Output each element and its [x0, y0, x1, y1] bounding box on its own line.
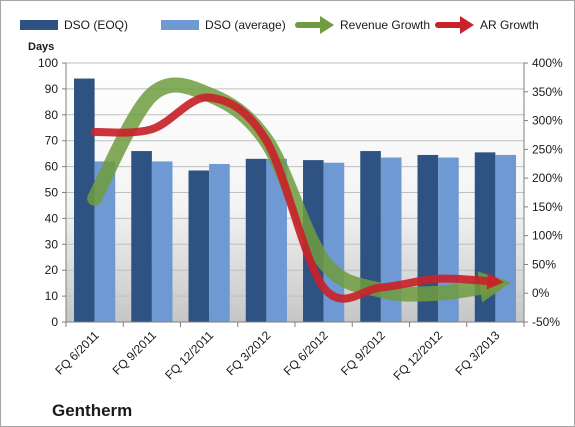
- y-tick-label: 60: [45, 160, 59, 174]
- y-tick-label: 90: [45, 82, 59, 96]
- y-tick-label: 40: [45, 211, 59, 225]
- y-axis-title: Days: [28, 41, 54, 53]
- y2-tick-label: 100%: [532, 229, 563, 243]
- legend-swatch-dso-average: [161, 20, 199, 30]
- bar-dso-average: [209, 164, 230, 322]
- y-tick-label: 80: [45, 108, 59, 122]
- legend-label-revenue-growth: Revenue Growth: [340, 18, 430, 32]
- bar-dso-average: [380, 157, 402, 322]
- bar-dso-average: [495, 154, 516, 322]
- legend-swatch-arrow-ar-growth: [460, 16, 474, 34]
- y-tick-label: 50: [45, 186, 59, 200]
- bar-dso-eoq: [74, 78, 95, 322]
- y-tick-label: 30: [45, 237, 59, 251]
- line-ar-growth: [90, 93, 504, 303]
- y2-tick-label: 0%: [532, 286, 550, 300]
- y-tick-label: 70: [45, 134, 59, 148]
- y-axis-left-ticks: 0 10 20 30 40 50 60 70 80 90 100: [38, 56, 66, 329]
- y2-tick-label: 400%: [532, 56, 563, 70]
- bar-dso-eoq: [245, 158, 267, 322]
- y2-tick-label: 350%: [532, 85, 563, 99]
- y2-tick-label: 250%: [532, 142, 563, 156]
- y-tick-label: 100: [38, 56, 58, 70]
- legend-swatch-dso-eoq: [20, 20, 58, 30]
- y2-tick-label: -50%: [532, 315, 560, 329]
- company-label: Gentherm: [52, 401, 132, 420]
- y-tick-label: 10: [45, 289, 59, 303]
- legend: DSO (EOQ) DSO (average) Revenue Growth AR G…: [20, 16, 539, 34]
- y-axis-right-ticks: -50% 0% 50% 100% 150% 200% 250% 300% 350% 400%: [524, 56, 563, 329]
- growth-lines: [87, 77, 511, 303]
- y2-tick-label: 200%: [532, 171, 563, 185]
- y2-tick-label: 50%: [532, 257, 556, 271]
- y2-tick-label: 300%: [532, 114, 563, 128]
- legend-label-dso-eoq: DSO (EOQ): [64, 18, 128, 32]
- legend-label-ar-growth: AR Growth: [480, 18, 539, 32]
- bar-dso-eoq: [131, 151, 152, 322]
- y-tick-label: 0: [51, 315, 58, 329]
- legend-label-dso-average: DSO (average): [205, 18, 286, 32]
- bar-dso-average: [151, 161, 173, 322]
- y-tick-label: 20: [45, 263, 59, 277]
- bar-dso-eoq: [474, 152, 496, 322]
- y2-tick-label: 150%: [532, 200, 563, 214]
- bar-dso-eoq: [188, 170, 210, 322]
- legend-swatch-arrow-revenue-growth: [320, 16, 334, 34]
- bar-dso-average: [266, 158, 287, 322]
